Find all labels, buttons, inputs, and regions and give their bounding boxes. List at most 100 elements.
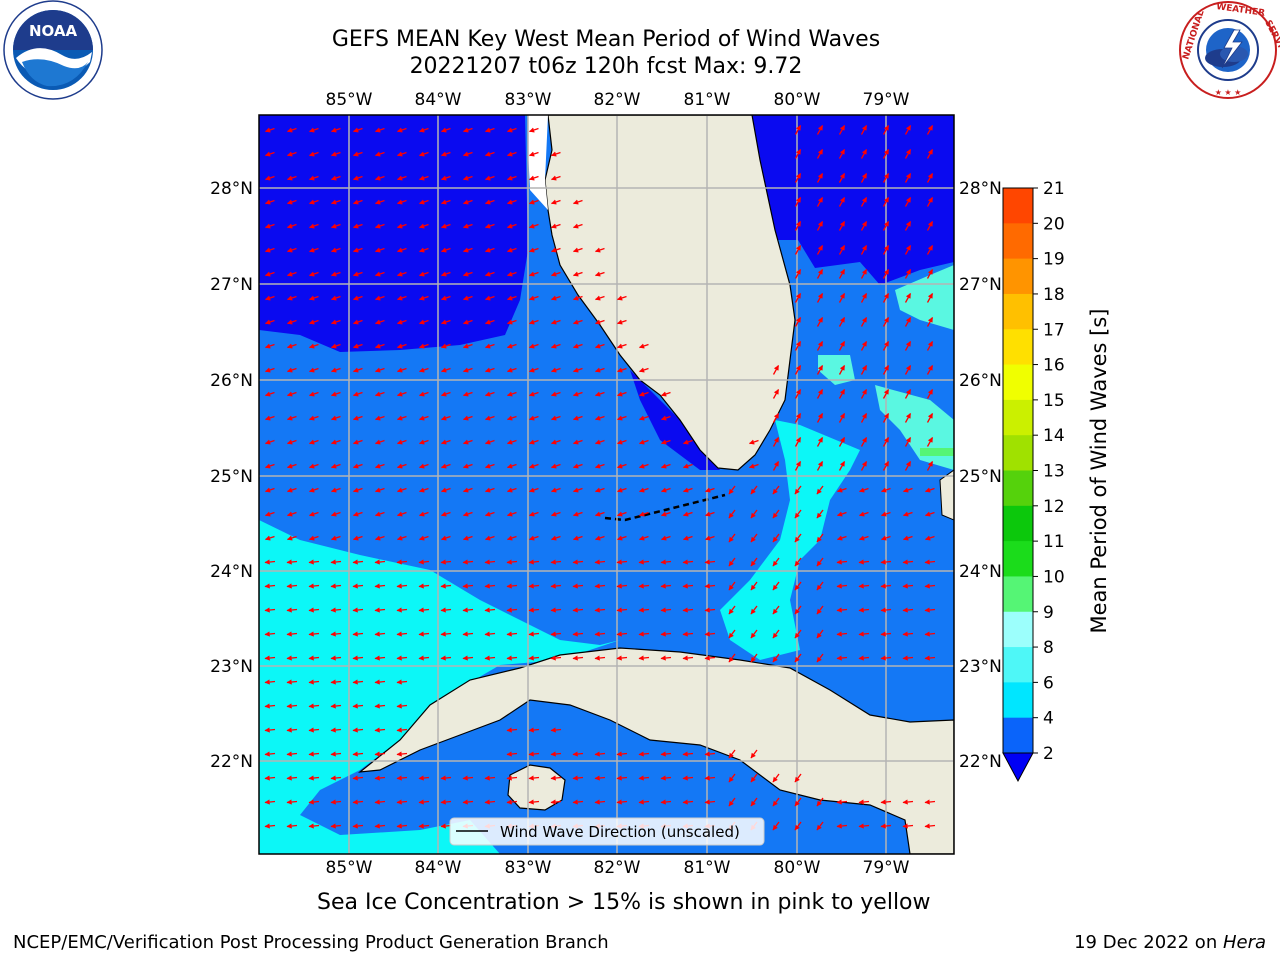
wind-wave-arrow bbox=[728, 581, 736, 591]
wind-wave-arrow bbox=[396, 679, 408, 685]
wind-wave-arrow bbox=[750, 557, 758, 567]
lon-tick-label-bottom: 85°W bbox=[326, 858, 373, 878]
wind-wave-arrow bbox=[550, 751, 562, 757]
wind-wave-arrow bbox=[683, 439, 693, 445]
wind-wave-arrow bbox=[396, 607, 408, 613]
lat-tick-label-right: 28°N bbox=[959, 179, 1002, 199]
wind-wave-arrow bbox=[374, 727, 386, 733]
wind-wave-arrow bbox=[265, 247, 275, 253]
wind-wave-arrow bbox=[331, 415, 341, 421]
wind-wave-arrow bbox=[485, 175, 495, 181]
colorbar-tick-label: 15 bbox=[1043, 391, 1065, 411]
wind-wave-arrow bbox=[816, 173, 824, 183]
wind-wave-arrow bbox=[352, 679, 364, 685]
wind-wave-arrow bbox=[352, 583, 364, 589]
wind-wave-arrow bbox=[286, 727, 298, 733]
wind-wave-arrow bbox=[375, 415, 385, 421]
wind-wave-arrow bbox=[330, 631, 342, 637]
wind-wave-arrow bbox=[550, 583, 562, 589]
sea-ice-note: Sea Ice Concentration > 15% is shown in … bbox=[317, 890, 931, 915]
wind-wave-arrow bbox=[287, 439, 297, 445]
wind-wave-arrow bbox=[374, 703, 386, 709]
lat-tick-label-right: 22°N bbox=[959, 752, 1002, 772]
wind-wave-arrow bbox=[265, 535, 275, 541]
lon-tick-label-top: 81°W bbox=[684, 90, 731, 110]
wind-wave-arrow bbox=[816, 653, 824, 663]
wind-wave-arrow bbox=[682, 775, 694, 781]
wind-wave-arrow bbox=[529, 415, 539, 421]
wind-wave-arrow bbox=[572, 655, 584, 661]
wind-wave-arrow bbox=[794, 653, 802, 663]
wind-wave-arrow bbox=[418, 775, 430, 781]
wind-wave-arrow bbox=[419, 439, 429, 445]
wind-wave-arrow bbox=[639, 343, 649, 349]
wind-wave-arrow bbox=[638, 559, 650, 565]
wind-wave-arrow bbox=[794, 341, 802, 351]
wind-wave-arrow bbox=[904, 221, 912, 231]
wind-wave-arrow bbox=[353, 151, 363, 157]
colorbar-tick-label: 12 bbox=[1043, 497, 1065, 517]
wind-wave-arrow bbox=[529, 367, 539, 373]
wind-wave-arrow bbox=[816, 797, 824, 807]
lat-tick-label-right: 24°N bbox=[959, 562, 1002, 582]
wind-wave-arrow bbox=[506, 799, 518, 805]
wind-wave-arrow bbox=[374, 751, 386, 757]
wind-wave-arrow bbox=[882, 269, 890, 279]
lon-tick-label-bottom: 82°W bbox=[594, 858, 641, 878]
wind-wave-arrow bbox=[838, 413, 846, 423]
florida-land bbox=[544, 115, 796, 471]
wind-wave-arrow bbox=[704, 559, 716, 565]
wind-wave-arrow bbox=[728, 509, 736, 519]
wind-wave-arrow bbox=[528, 559, 540, 565]
wind-wave-arrow bbox=[794, 629, 802, 639]
wind-wave-arrow bbox=[705, 487, 715, 493]
wind-wave-arrow bbox=[816, 557, 824, 567]
wind-wave-arrow bbox=[904, 149, 912, 159]
map-legend: Wind Wave Direction (unscaled) bbox=[449, 817, 765, 846]
wind-wave-arrow bbox=[529, 199, 539, 205]
wind-wave-arrow bbox=[794, 173, 802, 183]
wind-wave-arrow bbox=[660, 775, 672, 781]
wind-wave-arrow bbox=[794, 125, 802, 135]
wind-wave-arrow bbox=[882, 317, 890, 327]
wind-wave-arrow bbox=[485, 391, 495, 397]
wind-wave-arrow bbox=[551, 415, 561, 421]
wind-wave-arrow bbox=[397, 511, 407, 517]
wind-wave-arrow bbox=[836, 559, 848, 565]
wind-wave-arrow bbox=[396, 655, 408, 661]
wind-wave-arrow bbox=[772, 605, 780, 615]
wind-wave-arrow bbox=[265, 175, 275, 181]
colorbar-under-triangle bbox=[1002, 752, 1034, 783]
wind-wave-arrow bbox=[750, 533, 758, 543]
lat-tick-label-left: 25°N bbox=[210, 467, 253, 487]
wind-wave-arrow bbox=[728, 773, 736, 783]
wind-wave-arrow bbox=[903, 487, 913, 493]
wind-wave-arrow bbox=[617, 391, 627, 397]
wind-wave-arrow bbox=[419, 223, 429, 229]
wind-wave-arrow bbox=[573, 415, 583, 421]
wind-wave-arrow bbox=[485, 295, 495, 301]
wind-wave-arrow bbox=[265, 487, 275, 493]
wind-wave-arrow bbox=[794, 461, 802, 471]
wind-wave-arrow bbox=[616, 583, 628, 589]
wind-wave-arrow bbox=[639, 511, 649, 517]
wind-wave-arrow bbox=[816, 365, 824, 375]
lon-tick-label-top: 82°W bbox=[594, 90, 641, 110]
wind-wave-arrow bbox=[794, 557, 802, 567]
wind-wave-arrow bbox=[441, 511, 451, 517]
wind-wave-arrow bbox=[550, 607, 562, 613]
wind-wave-arrow bbox=[419, 295, 429, 301]
wind-wave-arrow bbox=[331, 247, 341, 253]
wind-wave-arrow bbox=[463, 391, 473, 397]
colorbar-segment bbox=[1003, 435, 1033, 471]
wind-wave-arrow bbox=[463, 247, 473, 253]
wind-wave-arrow bbox=[331, 463, 341, 469]
wind-wave-arrow bbox=[485, 535, 495, 541]
wind-wave-arrow bbox=[924, 823, 936, 829]
wind-wave-arrow bbox=[926, 389, 934, 399]
wind-wave-arrow bbox=[794, 413, 802, 423]
wind-wave-arrow bbox=[704, 655, 716, 661]
wind-wave-arrow bbox=[265, 127, 275, 133]
wind-wave-arrow bbox=[661, 415, 671, 421]
wind-wave-arrow bbox=[882, 197, 890, 207]
